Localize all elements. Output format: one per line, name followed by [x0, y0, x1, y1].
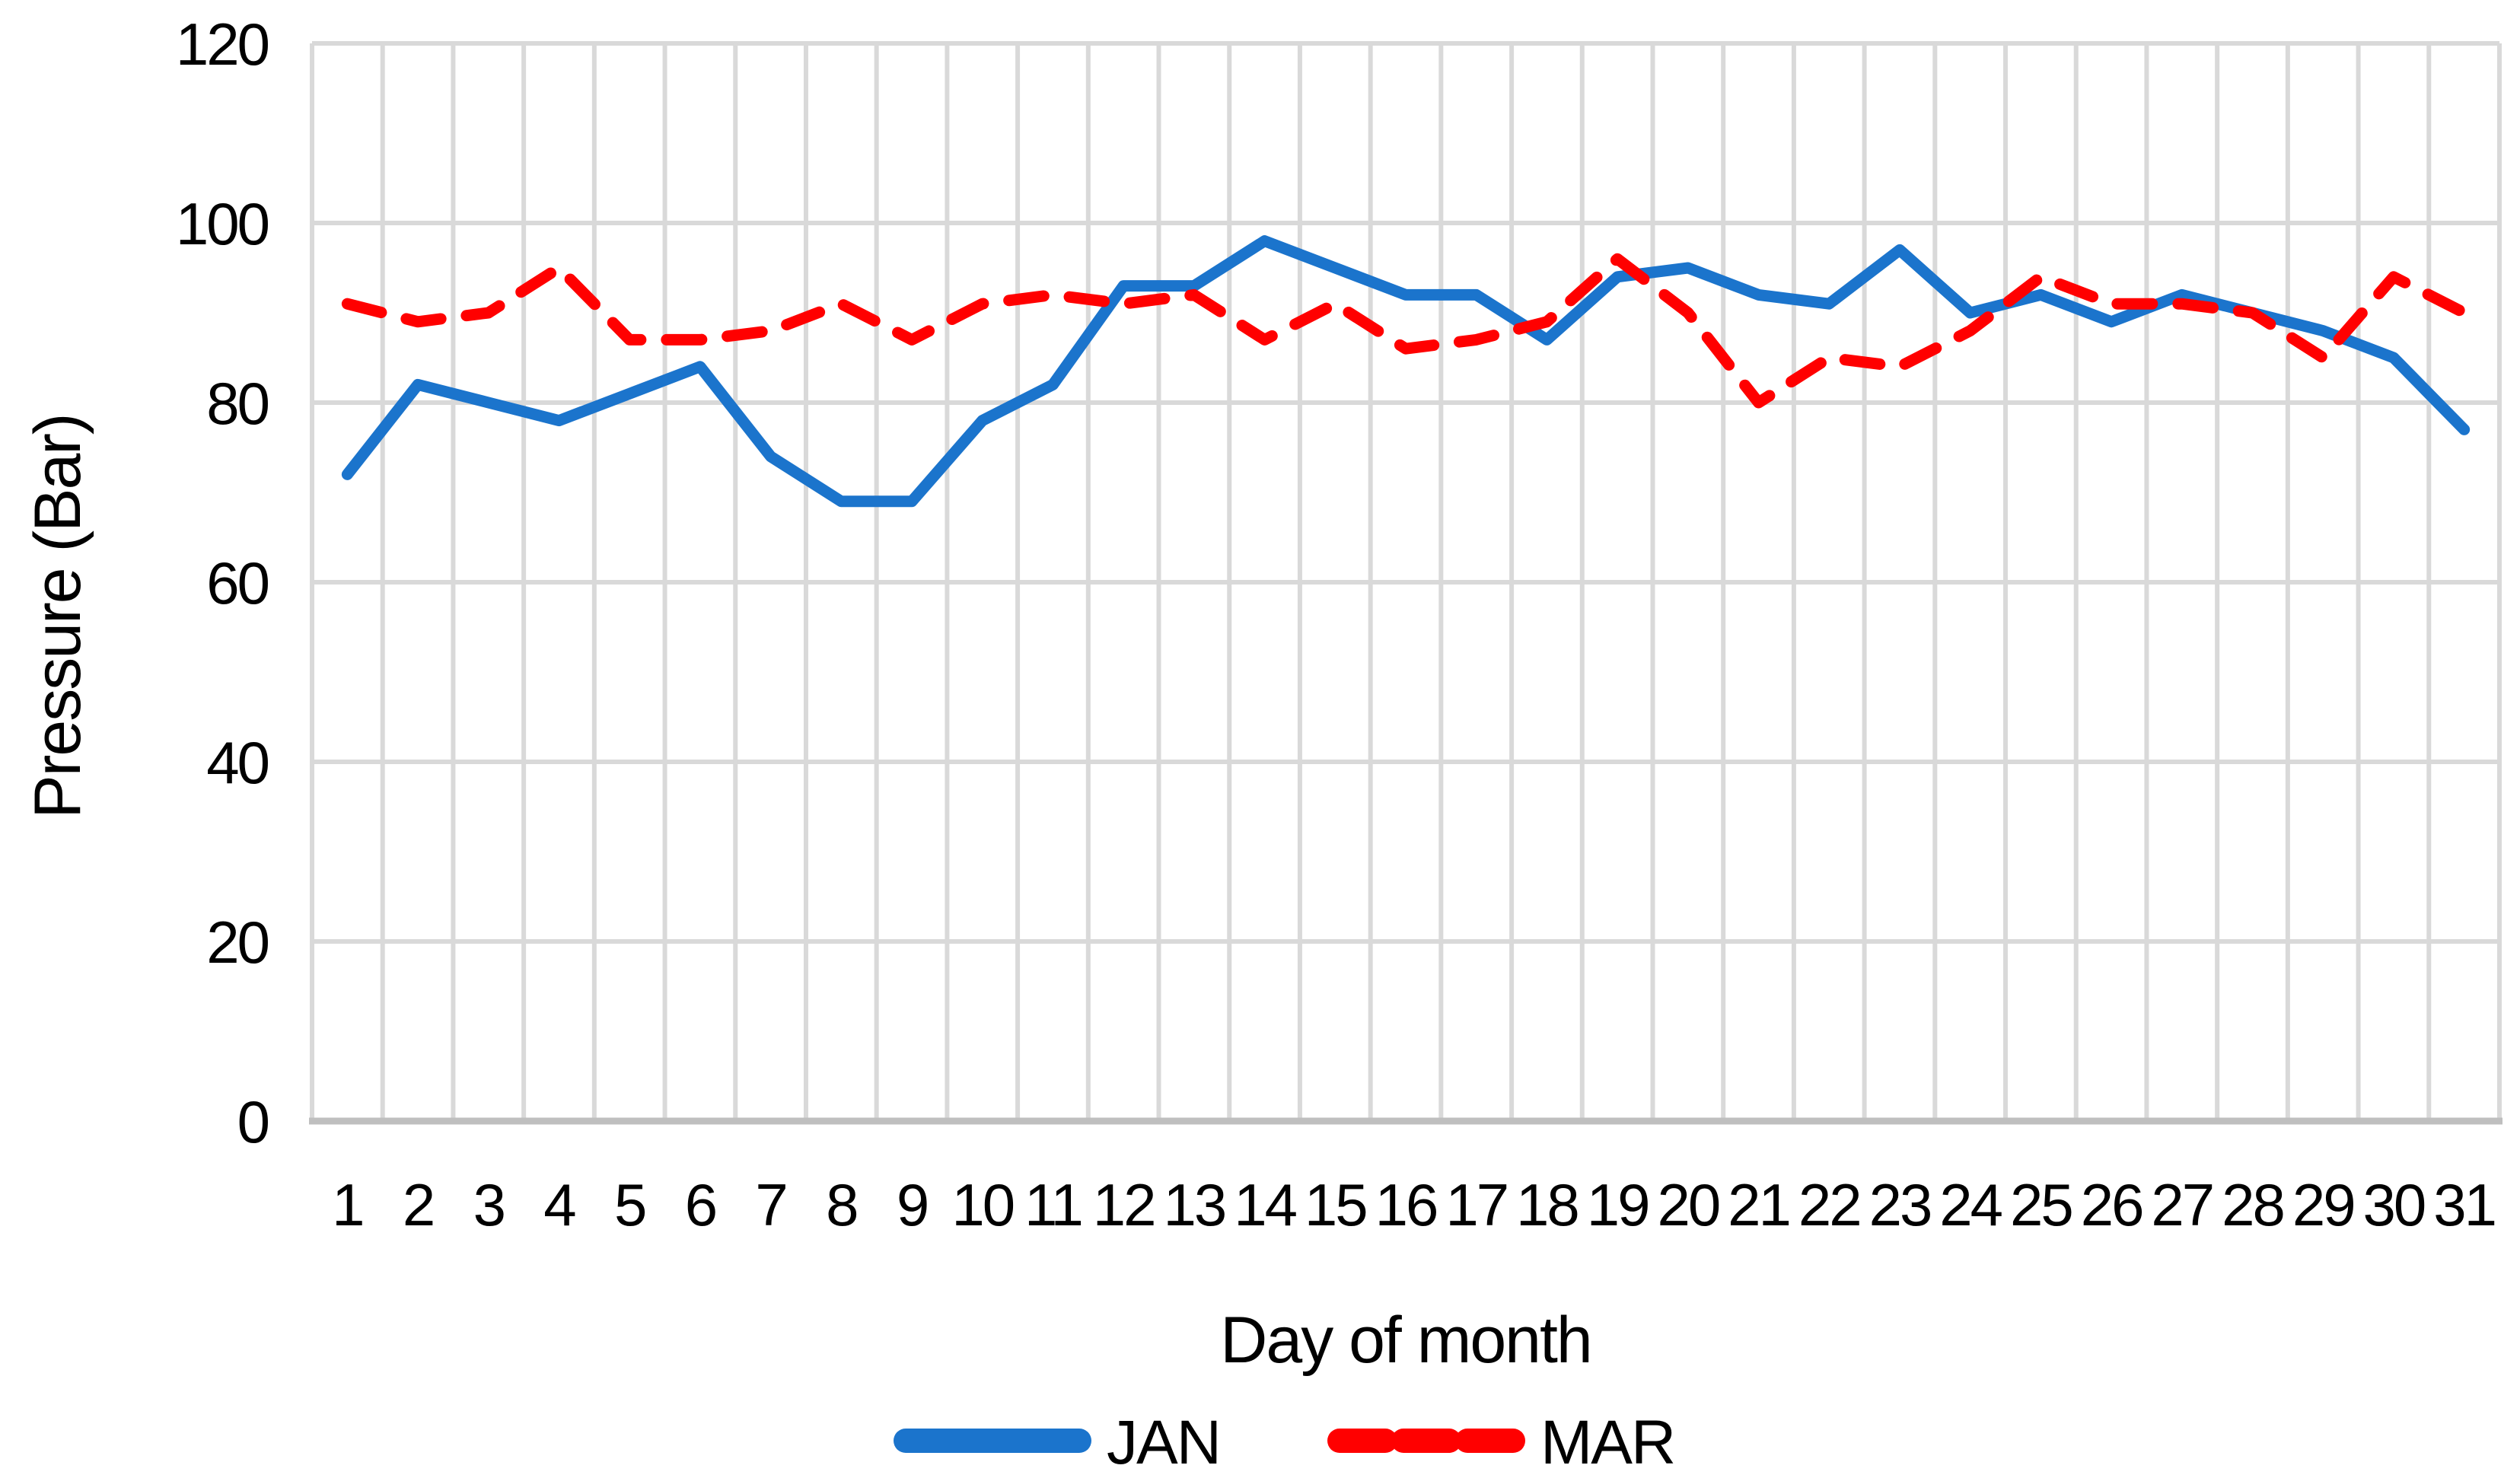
x-tick-label-11: 11	[1024, 1171, 1082, 1238]
x-tick-label-3: 3	[473, 1171, 504, 1238]
x-tick-label-18: 18	[1516, 1171, 1578, 1238]
y-tick-label-60: 60	[206, 549, 268, 616]
x-tick-label-2: 2	[403, 1171, 433, 1238]
x-tick-label-31: 31	[2433, 1171, 2495, 1238]
x-tick-label-27: 27	[2151, 1171, 2213, 1238]
x-tick-label-13: 13	[1163, 1171, 1225, 1238]
y-axis-tick-labels: 0 20 40 60 80 100 120	[176, 11, 271, 1155]
legend: JAN MAR	[894, 1408, 1676, 1477]
x-tick-label-10: 10	[951, 1171, 1013, 1238]
x-tick-label-15: 15	[1305, 1171, 1366, 1238]
y-tick-label-80: 80	[206, 370, 268, 437]
legend-label-mar: MAR	[1540, 1408, 1674, 1477]
x-tick-label-19: 19	[1587, 1171, 1649, 1238]
legend-label-jan: JAN	[1107, 1408, 1220, 1477]
x-tick-label-6: 6	[685, 1171, 715, 1238]
x-tick-label-7: 7	[755, 1171, 785, 1238]
jan-series-line	[341, 235, 2471, 508]
x-axis-tick-labels: 1 2 3 4 5 6 7 8 9 10 11 12 13 14 15 16 17 18 19 20 21 22 23 24 2…	[332, 1171, 2497, 1238]
data-series	[341, 235, 2471, 508]
legend-item-mar: MAR	[1327, 1408, 1676, 1477]
x-tick-label-9: 9	[897, 1171, 927, 1238]
x-tick-label-16: 16	[1375, 1171, 1437, 1238]
y-tick-label-100: 100	[176, 190, 269, 257]
x-tick-label-29: 29	[2292, 1171, 2354, 1238]
y-axis-title: Pressure (Bar)	[21, 414, 94, 818]
x-tick-label-17: 17	[1445, 1171, 1507, 1238]
x-tick-label-23: 23	[1869, 1171, 1931, 1238]
y-tick-label-0: 0	[237, 1088, 269, 1155]
x-tick-label-22: 22	[1798, 1171, 1860, 1238]
x-tick-label-8: 8	[826, 1171, 856, 1238]
y-tick-label-40: 40	[206, 729, 268, 796]
x-tick-label-5: 5	[614, 1171, 645, 1238]
legend-item-jan: JAN	[894, 1408, 1222, 1477]
horizontal-gridlines	[312, 41, 2499, 944]
x-tick-label-14: 14	[1234, 1171, 1296, 1238]
x-tick-label-25: 25	[2010, 1171, 2072, 1238]
vertical-gridlines	[310, 43, 2502, 1121]
x-tick-label-1: 1	[332, 1171, 362, 1238]
y-tick-label-20: 20	[206, 909, 268, 976]
mar-series-line	[341, 253, 2471, 409]
x-tick-label-26: 26	[2081, 1171, 2142, 1238]
x-tick-label-12: 12	[1093, 1171, 1155, 1238]
x-tick-label-24: 24	[1939, 1171, 2002, 1238]
y-tick-label-120: 120	[176, 11, 269, 78]
x-tick-label-4: 4	[543, 1171, 575, 1238]
x-tick-label-20: 20	[1657, 1171, 1719, 1238]
x-tick-label-30: 30	[2363, 1171, 2425, 1238]
x-axis-title: Day of month	[1220, 1304, 1591, 1377]
x-tick-label-21: 21	[1728, 1171, 1789, 1238]
x-tick-label-28: 28	[2222, 1171, 2283, 1238]
